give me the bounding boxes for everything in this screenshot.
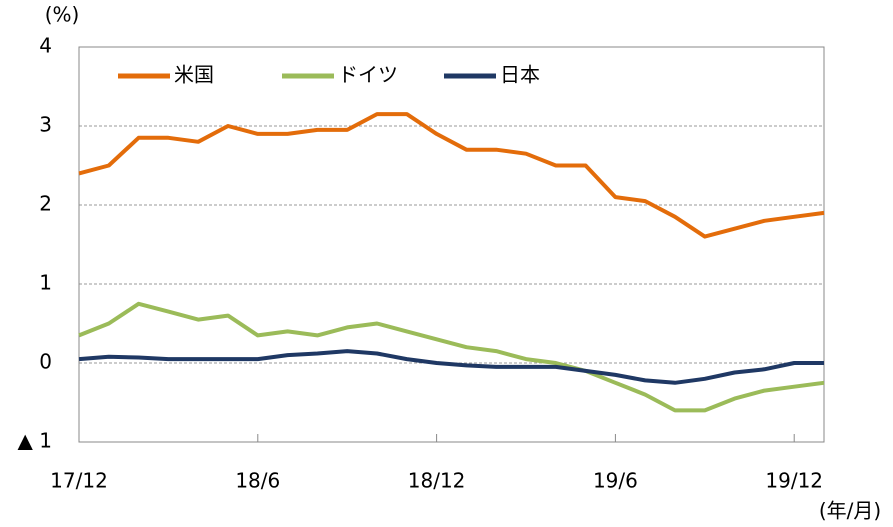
y-tick-label: 1 bbox=[39, 271, 52, 295]
legend-label: 日本 bbox=[500, 63, 540, 87]
legend-label: ドイツ bbox=[338, 63, 398, 87]
x-tick-label: 17/12 bbox=[50, 469, 108, 493]
x-unit: (年/月) bbox=[819, 499, 881, 523]
x-tick-label: 19/12 bbox=[765, 469, 823, 493]
plot-frame bbox=[78, 46, 825, 443]
x-tick-label: 18/6 bbox=[235, 469, 280, 493]
line-series bbox=[78, 301, 825, 413]
line-series bbox=[78, 349, 824, 385]
legend-label: 米国 bbox=[174, 63, 214, 87]
x-tick-label: 19/6 bbox=[593, 469, 638, 493]
line-series bbox=[78, 112, 825, 239]
y-tick-label: 0 bbox=[39, 350, 52, 374]
y-tick-label: 4 bbox=[39, 34, 52, 58]
y-tick-label: ▲ 1 bbox=[18, 429, 52, 453]
y-tick-label: 3 bbox=[39, 113, 52, 137]
x-tick-label: 18/12 bbox=[408, 469, 466, 493]
y-unit: (%) bbox=[45, 3, 80, 27]
y-tick-label: 2 bbox=[39, 192, 52, 216]
